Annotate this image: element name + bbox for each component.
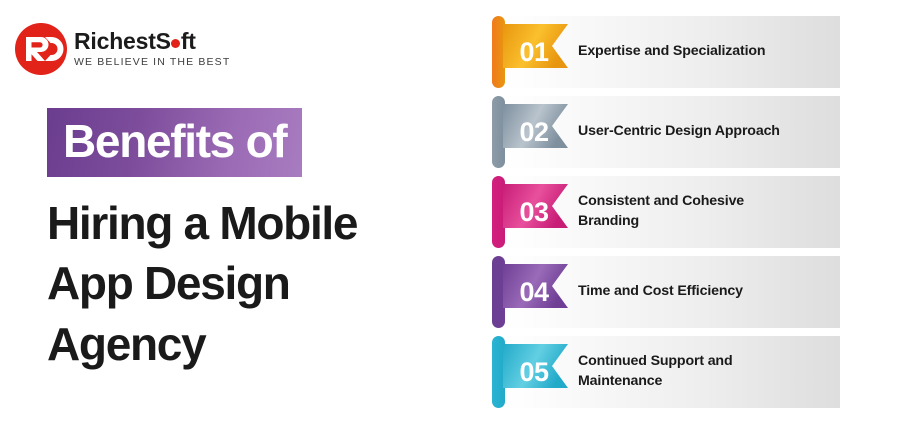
brand-wordmark-part1: RichestS xyxy=(74,27,171,54)
headline-rest: Hiring a Mobile App Design Agency xyxy=(47,193,457,374)
benefit-label-line-2: Branding xyxy=(578,213,640,229)
benefit-flag-icon xyxy=(492,176,592,248)
brand-wordmark-part2: ft xyxy=(180,27,196,54)
brand-tagline: WE BELIEVE IN THE BEST xyxy=(74,56,231,69)
brand-logo[interactable]: RichestS ft WE BELIEVE IN THE BEST xyxy=(14,22,230,76)
benefit-list: 01 Expertise and Specialization 02 User-Cen… xyxy=(492,16,892,420)
brand-wordmark-dot-icon xyxy=(171,38,181,48)
benefit-label: Expertise and Specialization xyxy=(578,16,834,88)
brand-text-block: RichestS ft WE BELIEVE IN THE BEST xyxy=(74,27,231,69)
benefit-row[interactable]: 05 Continued Support and Maintenance xyxy=(492,336,892,408)
benefit-label-line-2: Maintenance xyxy=(578,373,663,389)
benefit-label-line-1: Time and Cost Efficiency xyxy=(578,283,743,300)
brand-wordmark: RichestS ft xyxy=(74,27,230,54)
benefit-label-line-1: Expertise and Specialization xyxy=(578,43,766,60)
benefit-label-line-1: Continued Support and xyxy=(578,353,733,370)
headline-line-2: App Design xyxy=(47,257,291,310)
benefit-label-line-1: User-Centric Design Approach xyxy=(578,123,780,140)
benefit-label: Time and Cost Efficiency xyxy=(578,256,834,328)
headline-line-1: Hiring a Mobile xyxy=(47,197,358,249)
benefit-label: User-Centric Design Approach xyxy=(578,96,834,168)
benefit-label: Consistent and Cohesive Branding xyxy=(578,176,834,248)
benefit-row[interactable]: 04 Time and Cost Efficiency xyxy=(492,256,892,328)
benefit-flag-icon xyxy=(492,96,592,168)
left-panel: RichestS ft WE BELIEVE IN THE BEST Benefi… xyxy=(14,22,457,374)
benefit-flag-icon xyxy=(492,256,592,328)
headline-block: Benefits of Hiring a Mobile App Design A… xyxy=(47,108,457,374)
benefit-label: Continued Support and Maintenance xyxy=(578,336,834,408)
richestsoft-rs-monogram-icon xyxy=(15,23,67,75)
benefit-row[interactable]: 02 User-Centric Design Approach xyxy=(492,96,892,168)
headline-highlight: Benefits of xyxy=(47,108,303,177)
benefit-label-line-1: Consistent and Cohesive xyxy=(578,193,745,210)
benefit-flag-icon xyxy=(492,336,592,408)
benefit-flag-icon xyxy=(492,16,592,88)
benefit-row[interactable]: 01 Expertise and Specialization xyxy=(492,16,892,88)
headline-line-3: Agency xyxy=(47,317,207,370)
benefit-row[interactable]: 03 Consistent and Cohesive Branding xyxy=(492,176,892,248)
